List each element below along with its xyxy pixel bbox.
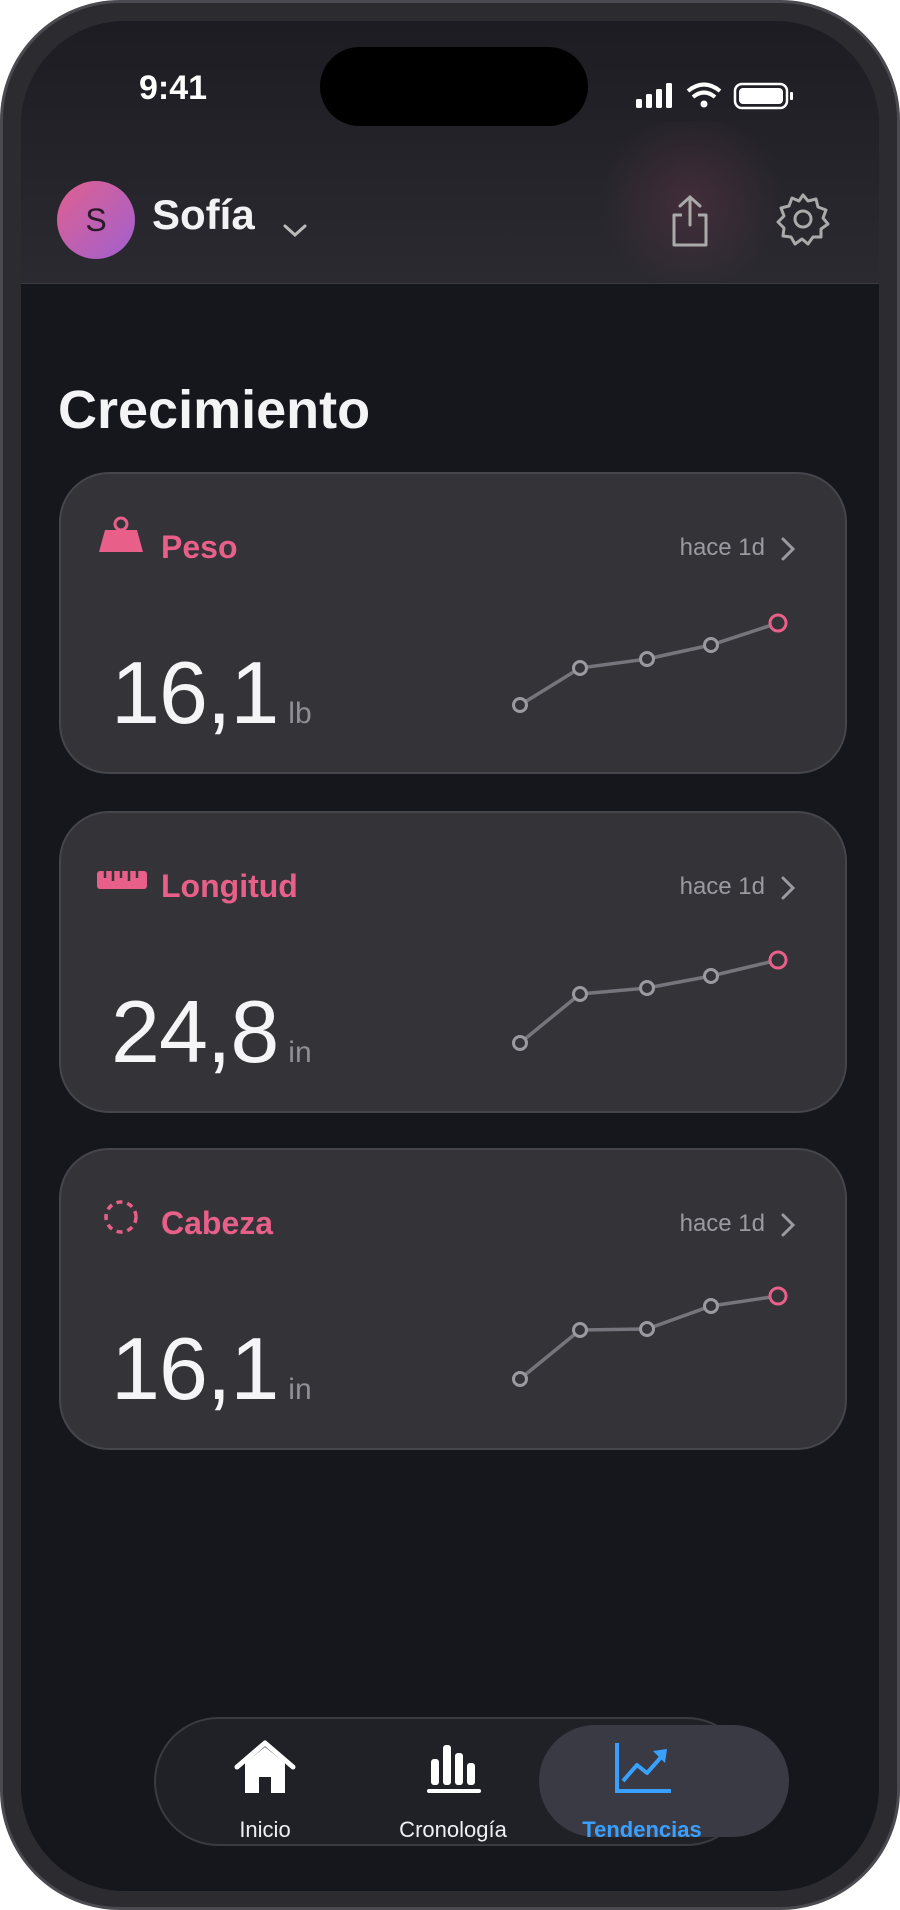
sparkline-dot bbox=[512, 1035, 528, 1051]
tab-label-active[interactable]: Tendencias bbox=[582, 1817, 702, 1842]
card-unit: in bbox=[288, 1373, 312, 1406]
sparkline bbox=[97, 871, 796, 1051]
card-updated: hace 1d bbox=[679, 873, 765, 900]
sparkline bbox=[104, 1200, 796, 1387]
sparkline-dot bbox=[639, 980, 655, 996]
metric-card[interactable]: Cabeza hace 1d 16,1 in bbox=[59, 1148, 847, 1450]
section-title: Crecimiento bbox=[58, 380, 371, 440]
sparkline-line bbox=[518, 1294, 779, 1381]
sparkline-dot bbox=[768, 613, 788, 633]
card-value-row: 16,1 in bbox=[111, 1318, 312, 1420]
tab-active-bg bbox=[539, 1725, 789, 1837]
settings-button[interactable] bbox=[775, 191, 831, 247]
profile-name[interactable]: Sofía bbox=[152, 191, 255, 238]
sparkline-dot bbox=[768, 1286, 788, 1306]
card-label: Longitud bbox=[161, 868, 298, 904]
sparkline-dot bbox=[512, 1371, 528, 1387]
sparkline-dot bbox=[639, 651, 655, 667]
card-value: 16,1 bbox=[111, 1319, 279, 1418]
sparkline-dot bbox=[572, 660, 588, 676]
card-value-row: 16,1 lb bbox=[111, 642, 312, 744]
metric-card[interactable]: Longitud hace 1d 24,8 in bbox=[59, 811, 847, 1113]
sparkline-dot bbox=[703, 637, 719, 653]
sparkline-dot bbox=[639, 1321, 655, 1337]
sparkline-dot bbox=[703, 968, 719, 984]
status-time: 9:41 bbox=[139, 69, 208, 107]
sparkline-dot bbox=[572, 1322, 588, 1338]
screen: 9:41 S Sofía Crecimiento Peso hace 1d 16,1… bbox=[21, 21, 879, 1891]
card-value: 24,8 bbox=[111, 982, 279, 1081]
tab-icon-timeline[interactable] bbox=[425, 1739, 485, 1795]
status-icons bbox=[636, 82, 793, 110]
card-updated: hace 1d bbox=[679, 1210, 765, 1237]
card-unit: lb bbox=[288, 697, 312, 730]
tab-icon-trends[interactable] bbox=[613, 1739, 673, 1795]
tab-label[interactable]: Inicio bbox=[239, 1817, 291, 1842]
tab-label[interactable]: Cronología bbox=[399, 1817, 507, 1842]
avatar[interactable]: S bbox=[57, 181, 135, 259]
card-value-row: 24,8 in bbox=[111, 981, 312, 1083]
metric-card[interactable]: Peso hace 1d 16,1 lb bbox=[59, 472, 847, 774]
sparkline-dot bbox=[703, 1298, 719, 1314]
sparkline-dot bbox=[768, 950, 788, 970]
sparkline-dot bbox=[572, 986, 588, 1002]
card-label: Peso bbox=[161, 529, 238, 565]
card-value: 16,1 bbox=[111, 643, 279, 742]
sparkline-dot bbox=[512, 697, 528, 713]
dynamic-island bbox=[320, 47, 588, 126]
share-button[interactable] bbox=[668, 193, 712, 249]
sparkline bbox=[99, 516, 796, 713]
tab-icon-home[interactable] bbox=[233, 1739, 297, 1795]
dropdown-chevron[interactable] bbox=[281, 221, 311, 241]
sparkline-line bbox=[518, 958, 779, 1045]
card-updated: hace 1d bbox=[679, 534, 765, 561]
card-unit: in bbox=[288, 1036, 312, 1069]
card-label: Cabeza bbox=[161, 1205, 274, 1241]
